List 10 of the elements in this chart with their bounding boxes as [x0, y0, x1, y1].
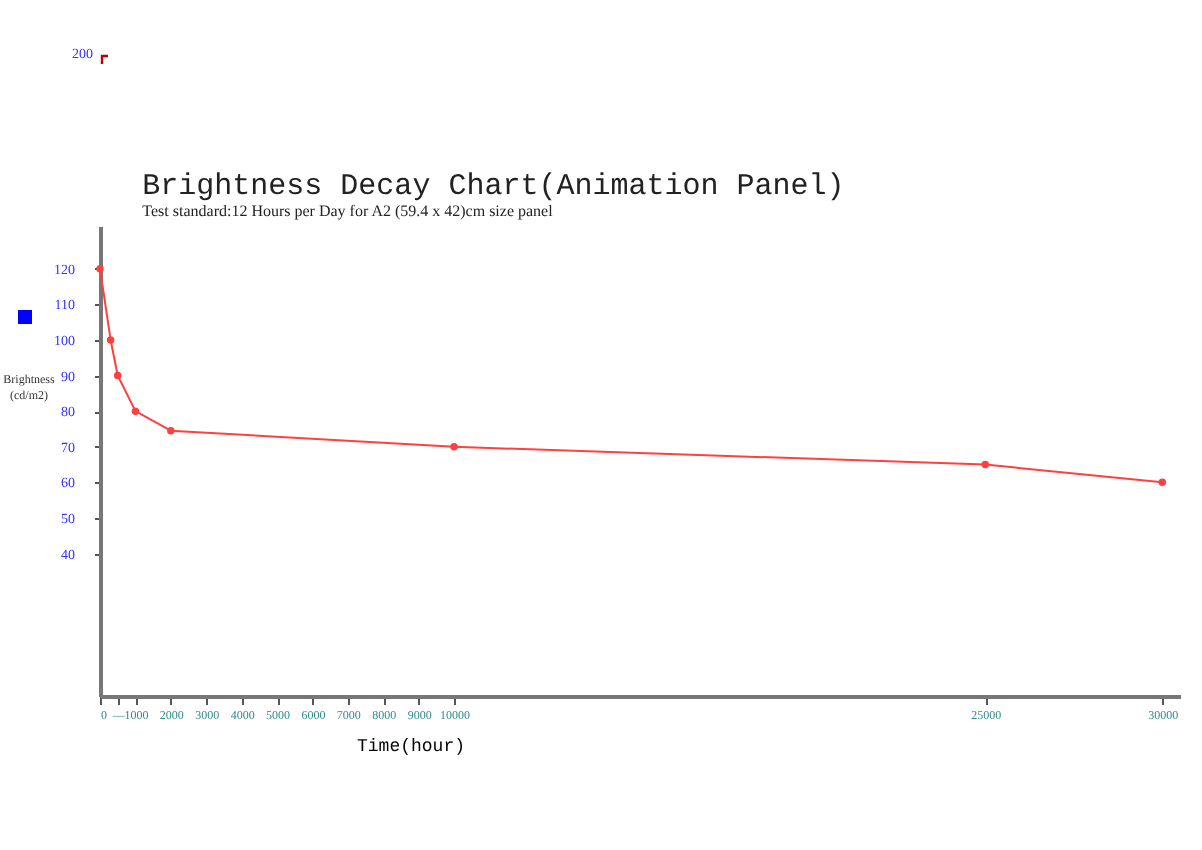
- point: [1158, 478, 1167, 487]
- point: [106, 336, 115, 344]
- point: [131, 407, 140, 415]
- point: [981, 460, 989, 469]
- x-axis-title: Time(hour): [356, 737, 466, 757]
- point: [450, 443, 458, 451]
- chart-title: Brightness Decay Chart(Animation Panel): [142, 170, 845, 204]
- point: [167, 427, 175, 435]
- point: [113, 371, 122, 380]
- chart-subtitle: Test standard:12 Hours per Day for A2 (59.4 x 42)cm size panel: [142, 202, 555, 220]
